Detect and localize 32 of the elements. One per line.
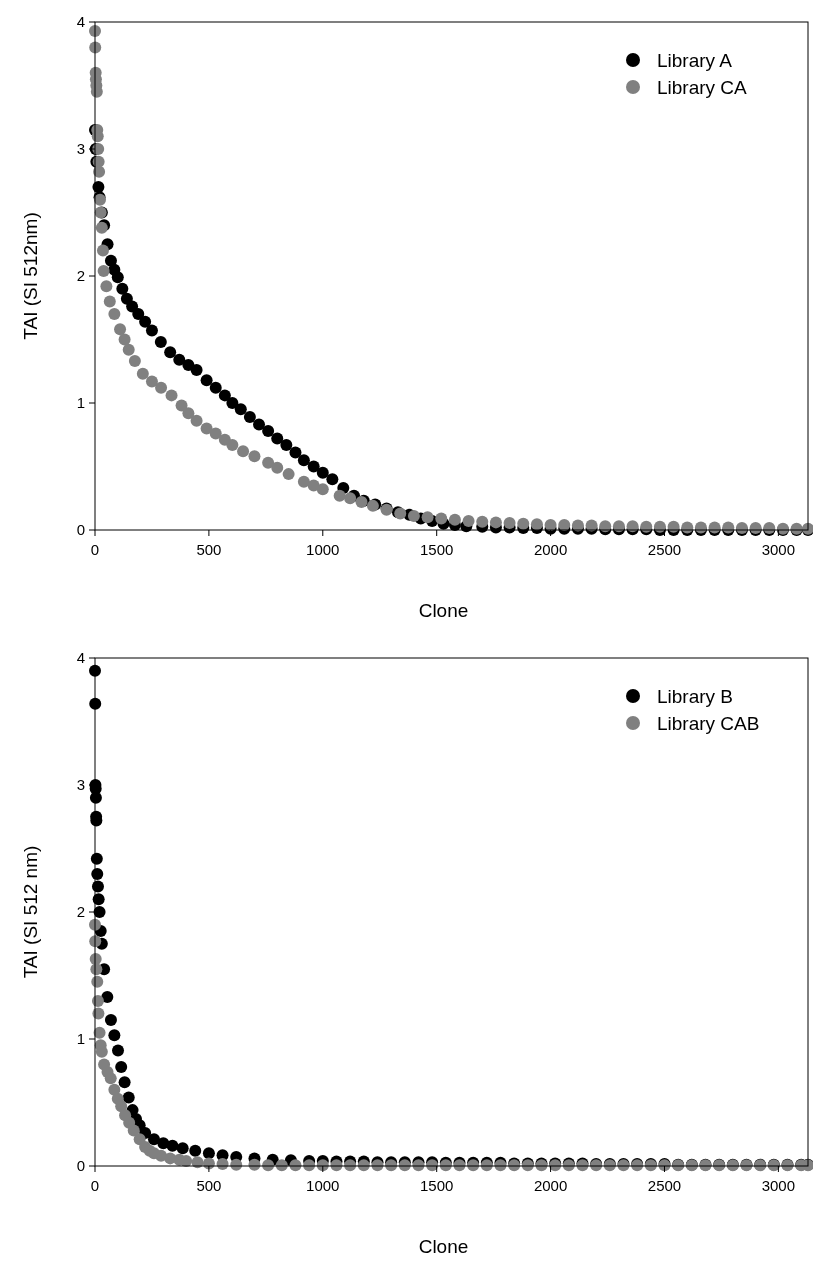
y-axis-title: TAI (SI 512 nm) [20,845,41,979]
legend-label: Library CA [657,76,748,98]
legend-label: Library CAB [657,712,760,734]
x-tick-label: 2500 [647,541,682,558]
y-tick-label: 1 [76,1030,85,1048]
y-axis-title: TAI (SI 512nm) [20,212,41,340]
y-tick-label: 2 [76,267,85,285]
x-tick-label: 2000 [533,1177,568,1194]
x-axis-title: Clone [418,600,469,621]
y-tick-label: 3 [76,140,85,158]
x-tick-label: 1500 [420,541,454,558]
x-tick-label: 1000 [306,541,340,558]
x-tick-label: 0 [90,541,100,558]
x-tick-label: 3000 [761,1177,796,1194]
x-tick-label: 2500 [647,1177,682,1194]
y-tick-label: 4 [76,13,85,31]
x-tick-label: 0 [90,1177,100,1194]
y-tick-label: 1 [76,394,85,412]
x-tick-label: 3000 [761,541,796,558]
y-tick-label: 2 [76,903,85,921]
x-tick-label: 1500 [420,1177,454,1194]
legend-label: Library B [657,685,734,707]
x-tick-label: 500 [196,541,222,558]
y-tick-label: 0 [76,521,85,539]
y-tick-label: 4 [76,649,85,667]
y-tick-label: 0 [76,1157,85,1175]
x-tick-label: 2000 [533,541,568,558]
x-tick-label: 500 [196,1177,222,1194]
x-tick-label: 1000 [306,1177,340,1194]
y-tick-label: 3 [76,776,85,794]
x-axis-title: Clone [418,1236,469,1257]
legend-label: Library A [657,49,733,71]
